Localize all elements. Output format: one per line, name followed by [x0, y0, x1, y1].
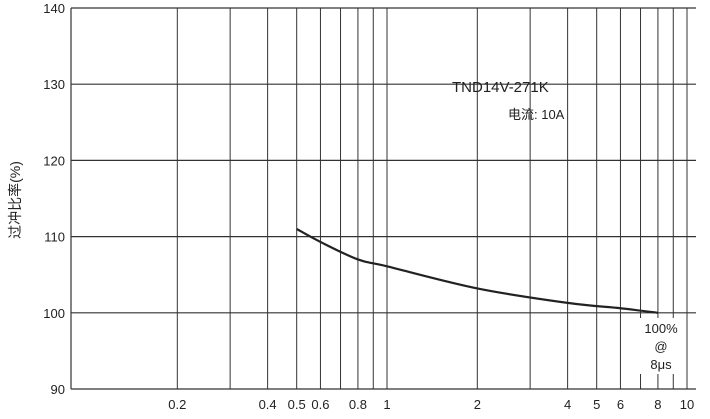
- series-line: [296, 228, 659, 314]
- annotation-model: TND14V-271K: [452, 79, 549, 96]
- annotation-ref-2: @: [654, 339, 667, 354]
- x-tick-label: 6: [617, 397, 624, 412]
- y-tick-label: 130: [43, 77, 65, 92]
- y-tick-label: 140: [43, 1, 65, 16]
- x-tick-label: 0.6: [311, 397, 329, 412]
- x-tick-label: 5: [593, 397, 600, 412]
- annotation-background: [640, 318, 684, 374]
- y-tick-label: 120: [43, 153, 65, 168]
- tick-labels: 90 100 110 120 130 140 0.2 0.4 0.5 0.6 0.8 1 2 4 5 6 8 10: [43, 1, 694, 412]
- x-tick-label: 2: [474, 397, 481, 412]
- x-tick-label: 8: [654, 397, 661, 412]
- annotation-ref-3: 8μs: [650, 357, 672, 372]
- x-tick-label: 1: [383, 397, 390, 412]
- x-tick-label: 0.5: [288, 397, 306, 412]
- annotation-ref-1: 100%: [644, 321, 678, 336]
- x-tick-label: 0.8: [349, 397, 367, 412]
- y-axis-label: 过冲比率(%): [7, 161, 23, 239]
- y-tick-label: 90: [51, 382, 65, 397]
- annotation-current: 电流: 10A: [508, 107, 565, 122]
- x-tick-label: 10: [680, 397, 694, 412]
- y-tick-label: 110: [44, 230, 65, 245]
- x-tick-label: 4: [564, 397, 571, 412]
- x-tick-label: 0.2: [168, 397, 186, 412]
- grid: [70, 7, 696, 390]
- series: [296, 228, 659, 314]
- y-tick-label: 100: [43, 306, 65, 321]
- x-tick-label: 0.4: [259, 397, 277, 412]
